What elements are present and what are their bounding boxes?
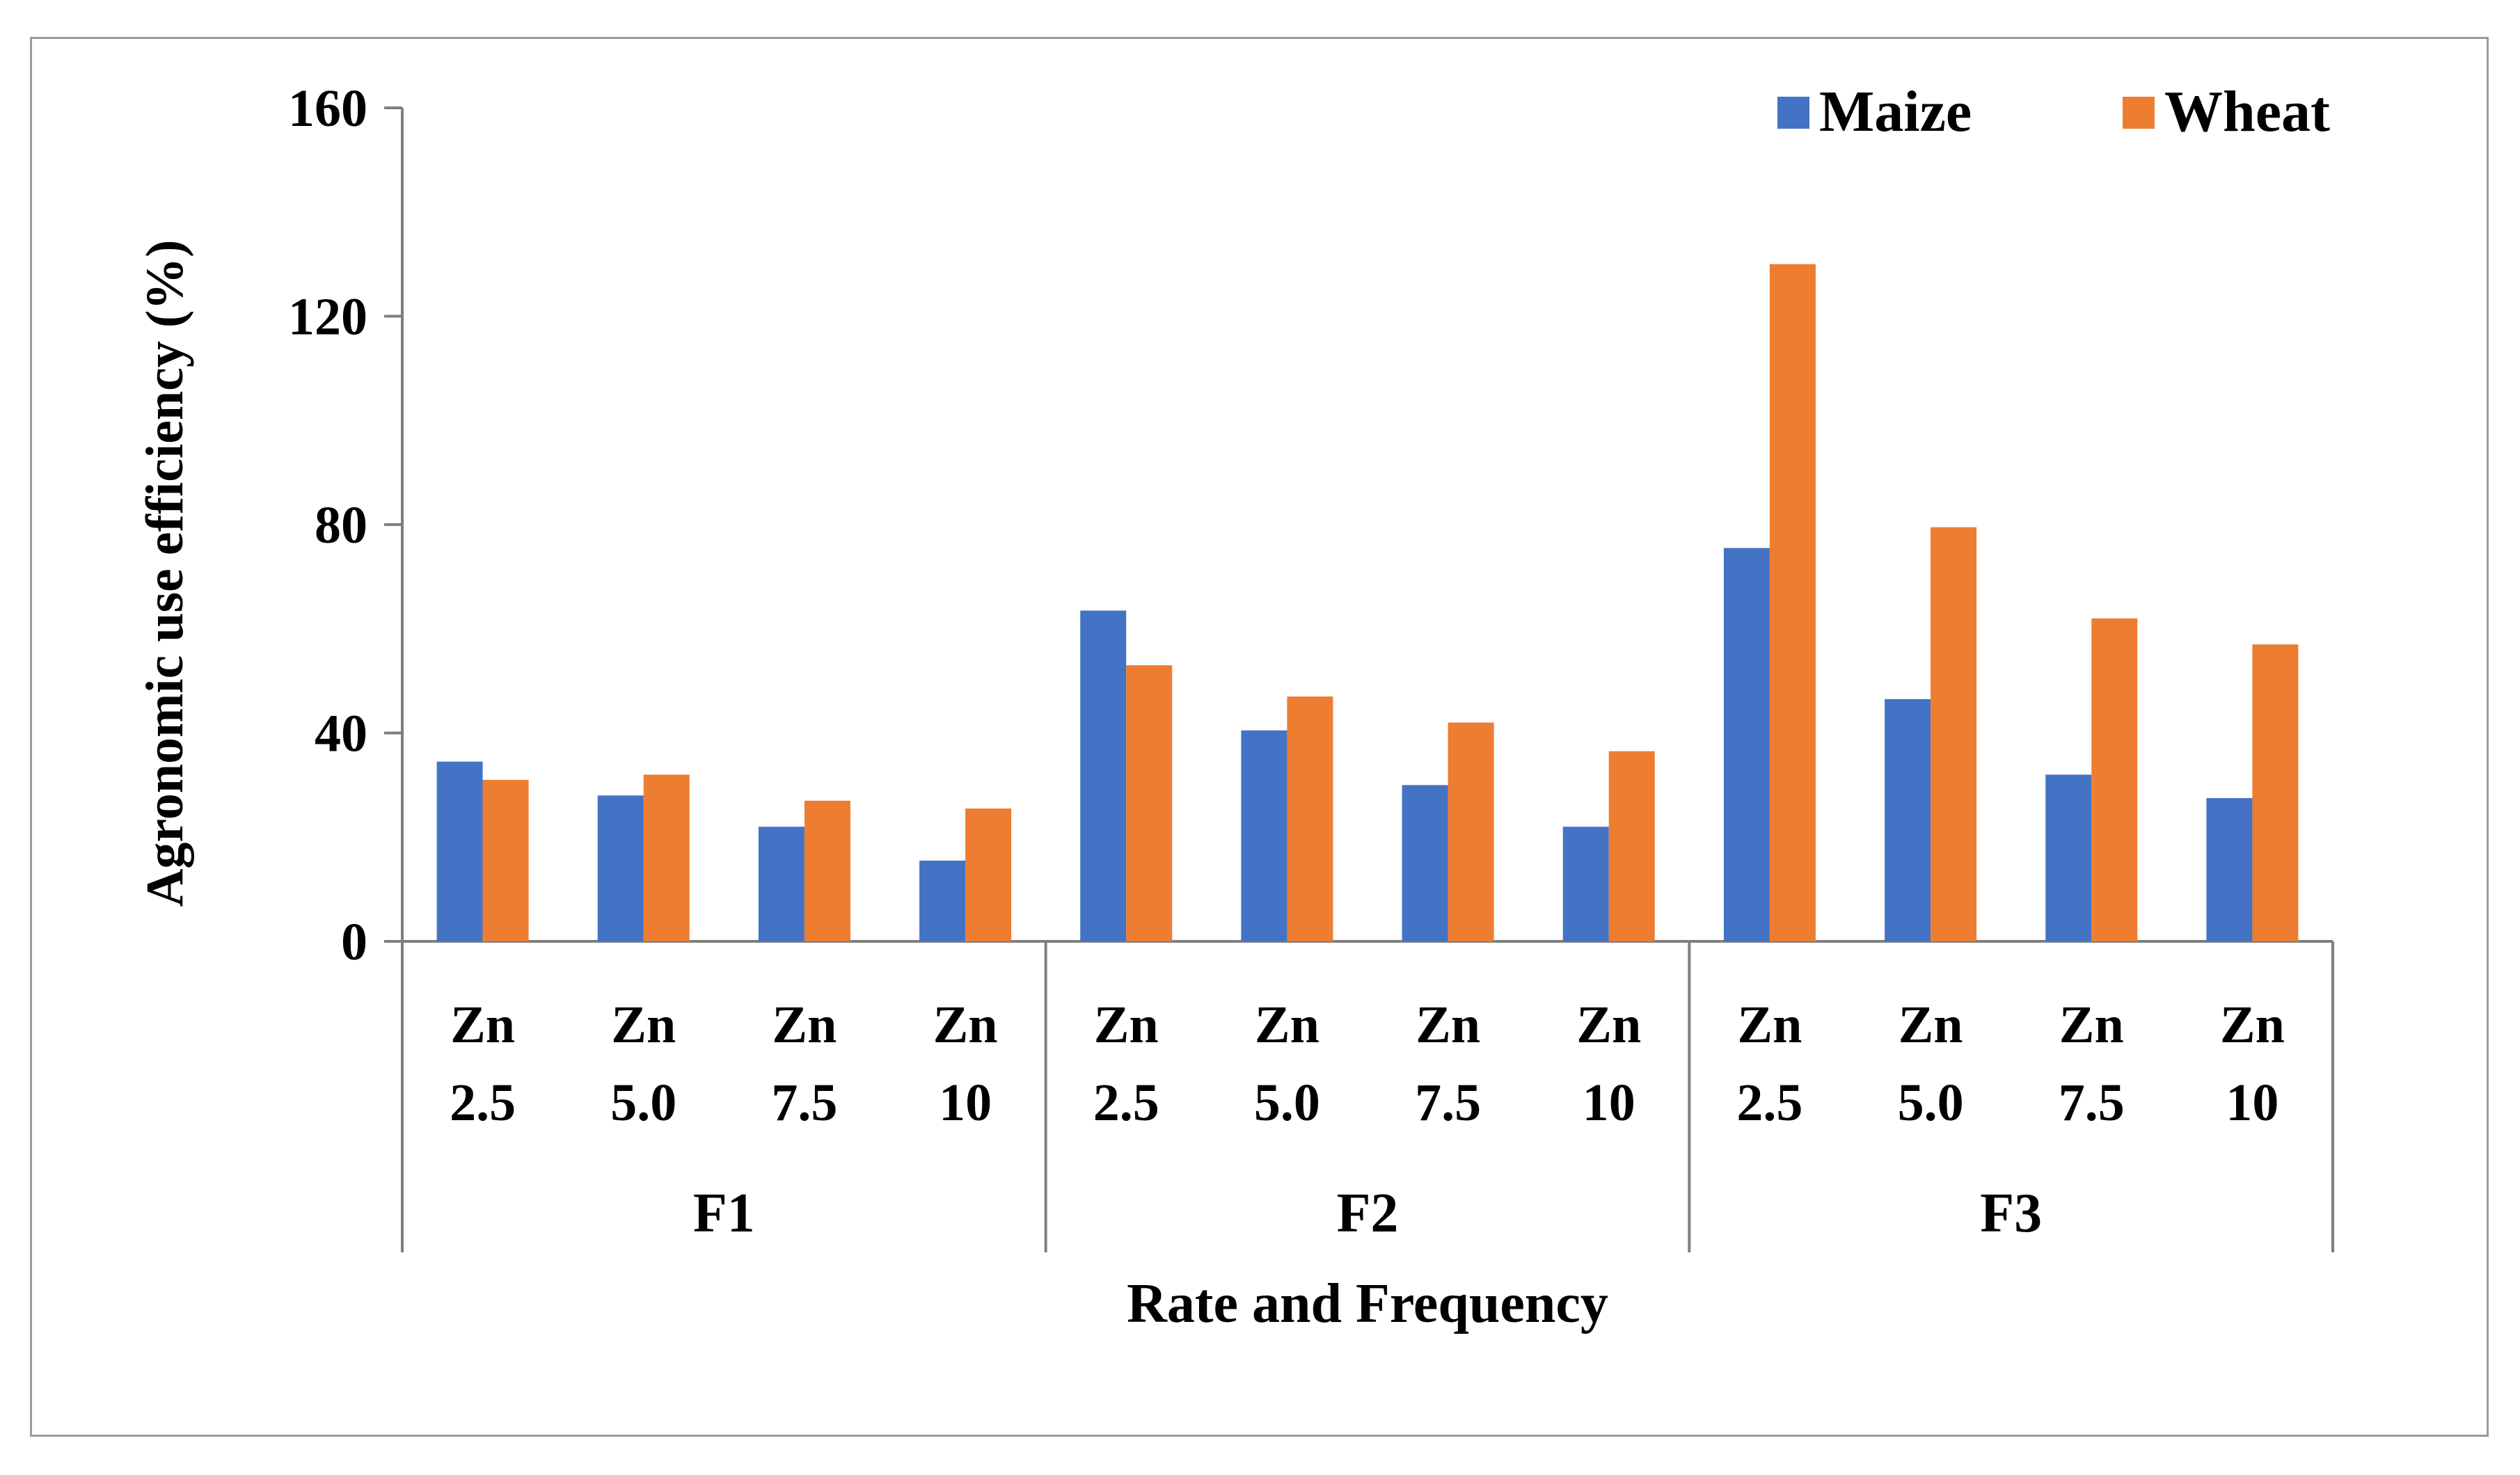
x-tick-label-line2: 5.0	[1898, 1074, 1964, 1132]
bar-wheat-2	[643, 774, 690, 941]
y-tick-label: 80	[315, 496, 367, 555]
bar-wheat-4	[965, 808, 1012, 941]
legend: Maize Wheat	[1777, 79, 2330, 144]
x-tick-label-line1: Zn	[1576, 996, 1641, 1054]
x-tick-label-line2: 2.5	[1736, 1074, 1802, 1132]
x-tick-label-line2: 7.5	[2059, 1074, 2125, 1132]
x-tick-label-line1: Zn	[1255, 996, 1320, 1054]
y-tick-label: 120	[288, 288, 367, 346]
bar-wheat-9	[1769, 264, 1816, 941]
bar-maize-3	[758, 827, 805, 941]
x-tick-label-line2: 5.0	[610, 1074, 676, 1132]
bar-maize-4	[919, 860, 966, 941]
bar-wheat-6	[1287, 696, 1333, 941]
x-tick-label-line1: Zn	[2059, 996, 2124, 1054]
bar-wheat-7	[1448, 722, 1494, 941]
bar-maize-8	[1562, 827, 1609, 941]
x-tick-label-line2: 10	[1583, 1074, 1635, 1132]
x-tick-label-line2: 5.0	[1254, 1074, 1320, 1132]
group-label-f2: F2	[1337, 1183, 1399, 1244]
y-axis-title: Agronomic use efficiency (%)	[136, 240, 194, 907]
bar-maize-6	[1241, 730, 1287, 941]
axes	[384, 106, 2334, 1252]
x-tick-label-line2: 10	[939, 1074, 992, 1132]
x-axis-title: Rate and Frequency	[1127, 1273, 1608, 1334]
x-tick-label-line1: Zn	[1737, 996, 1802, 1054]
bars	[436, 264, 2299, 941]
x-tick-label-line2: 7.5	[1415, 1074, 1481, 1132]
x-tick-label-line1: Zn	[2220, 996, 2285, 1054]
y-tick-label: 40	[315, 705, 367, 763]
y-tick-label: 160	[288, 79, 367, 138]
x-tick-label-line1: Zn	[1416, 996, 1480, 1054]
x-tick-label-line1: Zn	[450, 996, 515, 1054]
x-tick-label-line1: Zn	[772, 996, 837, 1054]
x-tick-label-line1: Zn	[611, 996, 676, 1054]
x-tick-label-line1: Zn	[1899, 996, 1963, 1054]
bar-maize-1	[436, 761, 483, 941]
bar-wheat-11	[2091, 618, 2138, 941]
bar-maize-11	[2045, 774, 2092, 941]
legend-swatch-wheat	[2123, 97, 2155, 129]
labels: 0 40 80 120 160 Zn 2.5 Zn 5.0 Zn 7.5 Zn 10 Zn 2.5 Zn 5.0…	[136, 79, 2285, 1334]
x-tick-label-line2: 2.5	[1093, 1074, 1159, 1132]
bar-wheat-1	[482, 779, 529, 941]
bar-maize-2	[597, 795, 644, 941]
x-tick-label-line2: 10	[2226, 1074, 2279, 1132]
bar-wheat-5	[1126, 665, 1173, 941]
x-tick-label-line2: 7.5	[771, 1074, 837, 1132]
group-label-f3: F3	[1980, 1183, 2042, 1244]
legend-label-maize: Maize	[1819, 79, 1972, 144]
bar-maize-7	[1402, 785, 1448, 941]
legend-swatch-maize	[1777, 97, 1809, 129]
bar-maize-10	[1885, 699, 1931, 941]
y-tick-label: 0	[341, 913, 367, 971]
x-tick-label-line1: Zn	[933, 996, 998, 1054]
bar-wheat-12	[2252, 644, 2299, 941]
bar-wheat-10	[1931, 527, 1977, 941]
bar-maize-12	[2206, 798, 2253, 941]
bar-wheat-8	[1608, 751, 1655, 941]
bar-maize-9	[1723, 548, 1770, 941]
x-tick-label-line2: 2.5	[450, 1074, 516, 1132]
bar-maize-5	[1080, 610, 1127, 941]
bar-wheat-3	[804, 800, 850, 941]
x-tick-label-line1: Zn	[1094, 996, 1159, 1054]
legend-label-wheat: Wheat	[2164, 79, 2330, 144]
group-label-f1: F1	[693, 1183, 755, 1244]
